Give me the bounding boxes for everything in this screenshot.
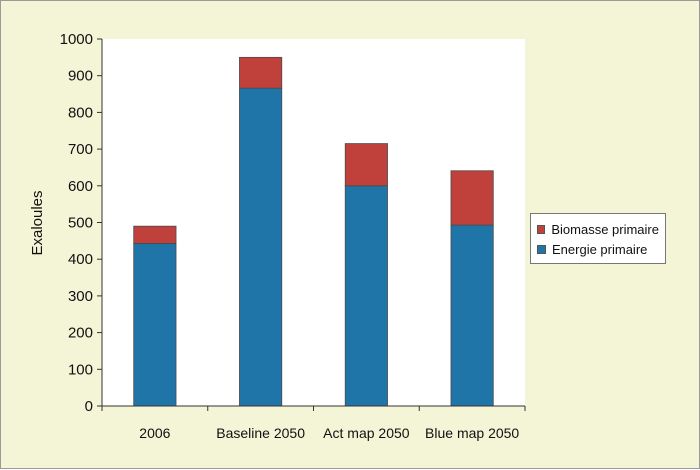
y-tick-label: 800	[68, 104, 93, 121]
y-tick-label: 900	[68, 68, 93, 85]
y-tick-label: 500	[68, 215, 93, 232]
y-tick-label: 600	[68, 178, 93, 195]
y-tick-label: 300	[68, 288, 93, 305]
legend-swatch-energie	[537, 244, 546, 254]
y-tick-label: 700	[68, 141, 93, 158]
bar-segment-biomasse	[133, 225, 177, 244]
x-tick-label: 2006	[139, 425, 170, 441]
legend-label-energie: Energie primaire	[552, 241, 648, 257]
legend-label-biomasse: Biomasse primaire	[551, 221, 659, 237]
y-axis-label: Exaloules	[29, 190, 46, 255]
y-tick-label: 0	[85, 398, 93, 415]
bar-segment-energie	[450, 224, 494, 407]
y-tick-label: 200	[68, 325, 93, 342]
x-tick-label: Act map 2050	[323, 425, 410, 441]
bar-segment-energie	[239, 87, 283, 407]
x-tick-label: Baseline 2050	[216, 425, 305, 441]
bar-segment-energie	[133, 243, 177, 407]
bar-segment-biomasse	[239, 56, 283, 89]
y-tick-label: 100	[68, 361, 93, 378]
bar-segment-biomasse	[344, 143, 388, 187]
bar-segment-biomasse	[450, 170, 494, 226]
y-tick-label: 400	[68, 251, 93, 268]
legend-swatch-biomasse	[537, 224, 546, 234]
y-tick-label: 1000	[60, 31, 93, 48]
legend-item-energie: Energie primaire	[537, 239, 659, 259]
x-tick-label: Blue map 2050	[425, 425, 519, 441]
legend-item-biomasse: Biomasse primaire	[537, 219, 659, 239]
bar-segment-energie	[344, 185, 388, 407]
legend: Biomasse primaire Energie primaire	[530, 213, 666, 264]
